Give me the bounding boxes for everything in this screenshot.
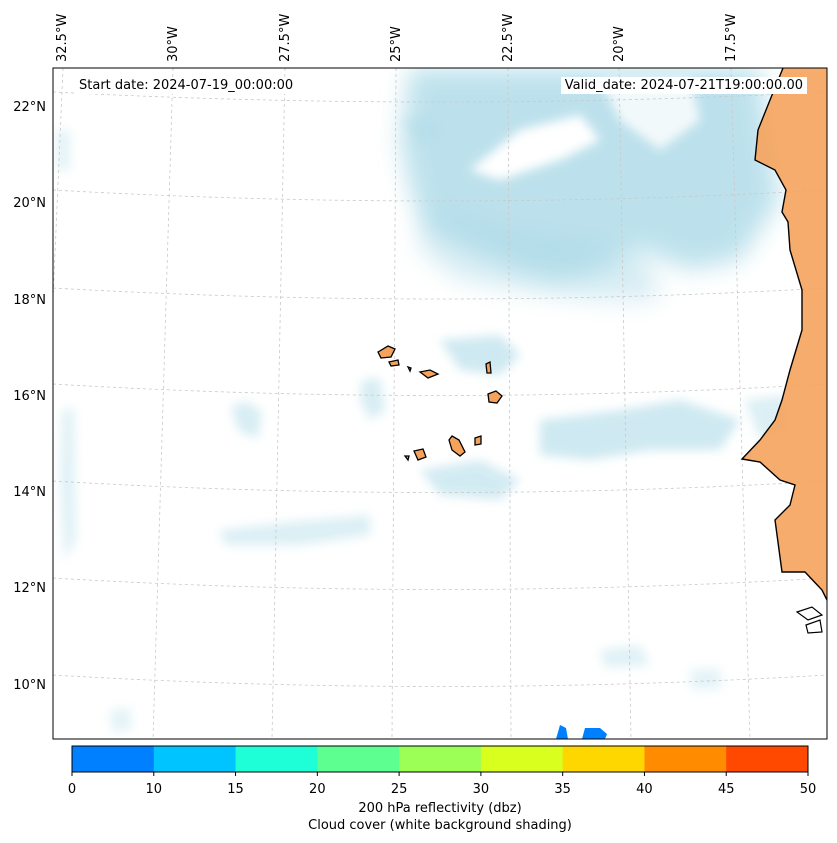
lat-label: 10°N (13, 678, 46, 693)
colorbar-tick-label: 45 (717, 782, 735, 797)
colorbar-tick-label: 25 (390, 782, 408, 797)
colorbar-segment (480, 746, 564, 772)
colorbar-tick-label: 10 (145, 782, 163, 797)
colorbar-tick-label: 40 (636, 782, 653, 797)
graticule (53, 68, 827, 739)
lat-label: 14°N (13, 485, 46, 500)
coastline (740, 68, 827, 601)
colorbar-tick-label: 50 (799, 782, 817, 797)
colorbar-segment (726, 746, 809, 772)
lon-label: 20°W (612, 26, 627, 62)
colorbar-segment (399, 746, 482, 772)
lat-label: 12°N (13, 581, 46, 596)
colorbar-segment (72, 746, 155, 772)
coastline (795, 606, 824, 634)
colorbar-tick-label: 0 (67, 782, 77, 797)
colorbar-title: 200 hPa reflectivity (dbz) (358, 801, 522, 816)
lon-label: 30°W (166, 26, 181, 62)
lon-label: 22.5°W (501, 14, 516, 62)
colorbar-tick-label: 35 (554, 782, 571, 797)
colorbar-subtitle: Cloud cover (white background shading) (308, 818, 572, 833)
lat-label: 20°N (13, 196, 46, 211)
africa-land (742, 68, 827, 600)
lat-label: 16°N (13, 389, 46, 404)
clear-patch (470, 115, 600, 180)
valid-date-label: Valid_date: 2024-07-21T19:00:00.00 (560, 77, 807, 94)
colorbar-segment (644, 746, 727, 772)
colorbar-segment (562, 746, 645, 772)
lon-label: 32.5°W (55, 14, 70, 62)
colorbar-segment (317, 746, 400, 772)
start-date-label: Start date: 2024-07-19_00:00:00 (75, 77, 298, 94)
colorbar-segment (153, 746, 237, 772)
lat-labels: 22°N 20°N 18°N 16°N 14°N 12°N 10°N (13, 100, 46, 693)
lat-label: 22°N (13, 100, 46, 115)
colorbar-tick-marks (71, 772, 809, 776)
colorbar-segment (235, 746, 318, 772)
colorbar-tick-label: 20 (309, 782, 326, 797)
lon-label: 17.5°W (724, 14, 739, 62)
lon-label: 25°W (389, 26, 404, 62)
colorbar (72, 746, 809, 772)
colorbar-tick-label: 30 (472, 782, 490, 797)
clear-patch (600, 78, 700, 150)
lat-label: 18°N (13, 293, 46, 308)
reflectivity-echo (556, 725, 607, 739)
cape-verde-islands (377, 345, 503, 462)
colorbar-tick-label: 15 (227, 782, 244, 797)
colorbar-frame (71, 745, 809, 773)
lon-label: 27.5°W (278, 14, 293, 62)
map-frame (52, 67, 828, 740)
lon-labels: 32.5°W 30°W 27.5°W 25°W 22.5°W 20°W 17.5… (55, 14, 739, 62)
